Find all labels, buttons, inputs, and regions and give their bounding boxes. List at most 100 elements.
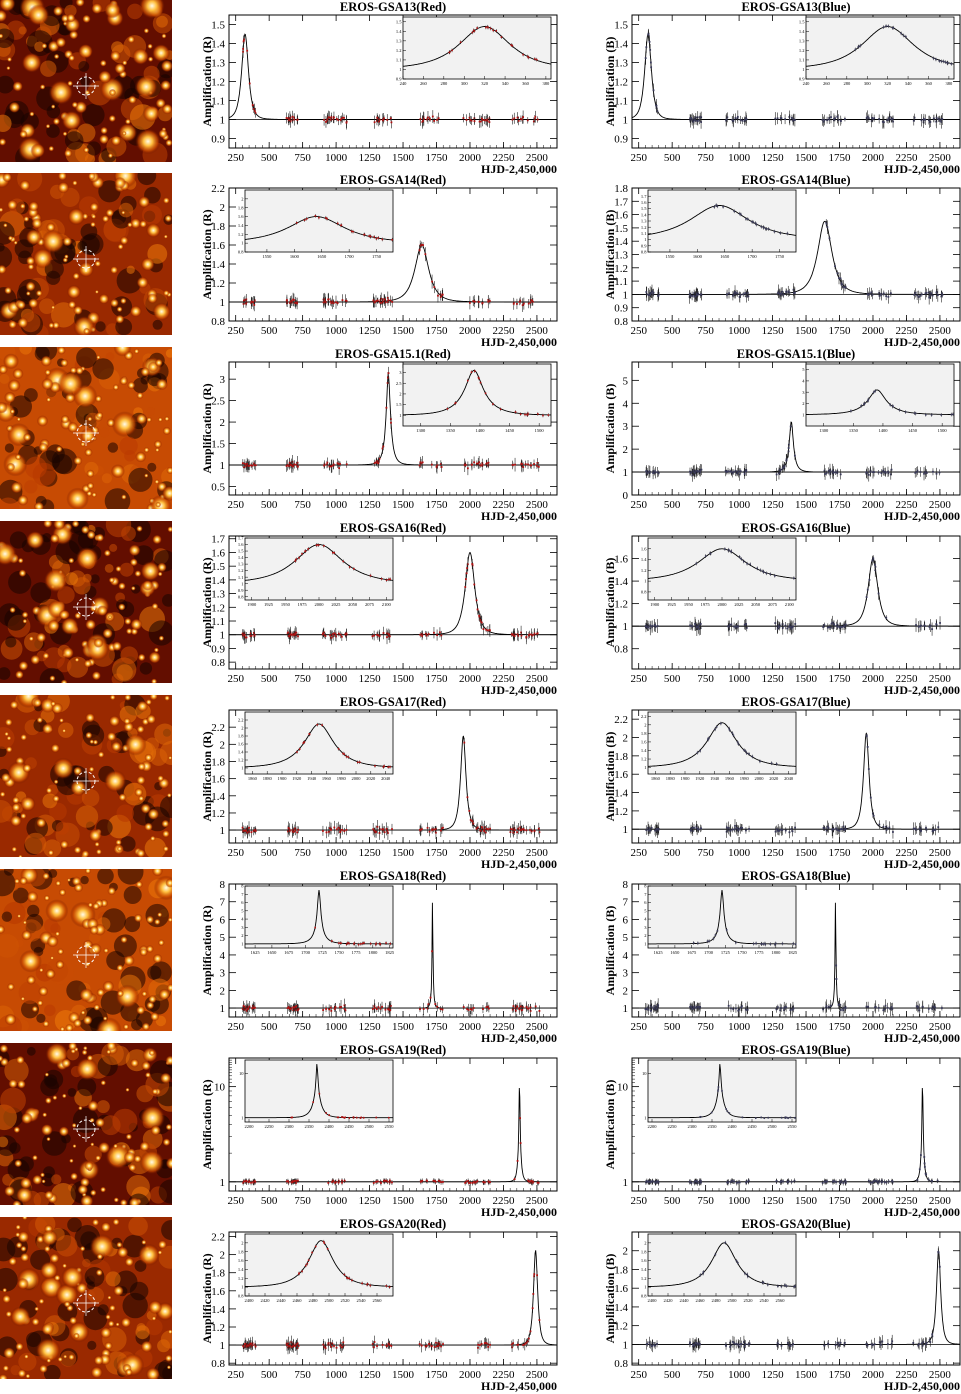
inset-y-tick-label: 2.5 xyxy=(396,381,402,386)
y-tick-label: 2.2 xyxy=(211,183,225,195)
x-tick-label: 1250 xyxy=(359,1021,382,1033)
inset-x-tick-label: 2500 xyxy=(325,1298,335,1303)
x-tick-label: 1500 xyxy=(392,1021,415,1033)
y-axis-label: Amplification (R) xyxy=(200,731,214,821)
x-tick-label: 750 xyxy=(294,1021,311,1033)
light-curve-panel: EROS-GSA17(Red) Amplification (R) HJD-2,45… xyxy=(200,695,558,871)
x-tick-label: 1250 xyxy=(359,1195,382,1207)
data-points xyxy=(242,34,539,130)
y-tick-label: 3 xyxy=(623,421,629,433)
x-tick-label: 1250 xyxy=(762,673,785,685)
x-tick-label: 1250 xyxy=(359,325,382,337)
x-tick-label: 750 xyxy=(294,1369,311,1381)
inset-y-tick-label: 1 xyxy=(241,766,243,771)
y-tick-label: 1.5 xyxy=(211,20,225,32)
inset-panel: 2200 2250 2300 2350 2400 2450 2500 2550 1 10 xyxy=(239,1059,395,1129)
x-tick-label: 2000 xyxy=(459,1021,482,1033)
panel-title: EROS-GSA14(Blue) xyxy=(741,173,850,187)
y-tick-label: 1.6 xyxy=(614,554,628,566)
inset-x-tick-label: 2540 xyxy=(760,1298,770,1303)
y-axis-label: Amplification (R) xyxy=(200,905,214,995)
inset-y-tick-label: 1.5 xyxy=(238,549,244,554)
x-tick-label: 750 xyxy=(294,673,311,685)
inset-x-tick-label: 1650 xyxy=(267,950,277,955)
inset-y-tick-label: 2 xyxy=(644,722,646,727)
inset-x-tick-label: 1550 xyxy=(262,254,272,259)
inset-x-tick-label: 1700 xyxy=(345,254,355,259)
y-tick-label: 1.4 xyxy=(211,1304,225,1316)
inset-x-tick-label: 2460 xyxy=(293,1298,303,1303)
inset-x-tick-label: 2440 xyxy=(277,1298,287,1303)
x-tick-label: 2250 xyxy=(895,152,918,164)
y-tick-label: 4 xyxy=(623,950,629,962)
inset-x-tick-label: 240 xyxy=(803,81,811,86)
x-tick-label: 1500 xyxy=(392,499,415,511)
inset-x-tick-label: 380 xyxy=(946,81,954,86)
x-tick-label: 2250 xyxy=(492,499,515,511)
inset-y-tick-label: 1.5 xyxy=(641,206,647,211)
x-tick-label: 500 xyxy=(664,847,681,859)
y-tick-label: 1.2 xyxy=(614,806,628,818)
x-tick-label: 1750 xyxy=(426,325,449,337)
inset-y-tick-label: 1 xyxy=(241,241,243,246)
x-tick-label: 250 xyxy=(630,1369,647,1381)
x-tick-label: 2000 xyxy=(459,1369,482,1381)
y-axis-label: Amplification (B) xyxy=(603,37,617,127)
inset-y-tick-label: 1.8 xyxy=(238,205,244,210)
x-tick-label: 1500 xyxy=(795,847,818,859)
inset-x-tick-label: 1600 xyxy=(693,254,703,259)
y-tick-label: 1 xyxy=(623,289,629,301)
inset-y-tick-label: 1.1 xyxy=(641,231,647,236)
inset-y-tick-label: 2.2 xyxy=(641,714,647,719)
inset-y-tick-label: 1 xyxy=(644,941,646,946)
inset-model-curve xyxy=(403,369,551,416)
x-tick-label: 2500 xyxy=(929,1021,952,1033)
inset-x-tick-label: 2560 xyxy=(776,1298,786,1303)
panel-title: EROS-GSA18(Red) xyxy=(340,869,446,883)
inset-x-tick-label: 2500 xyxy=(728,1298,738,1303)
y-tick-label: 1.8 xyxy=(211,221,225,233)
inset-x-tick-label: 260 xyxy=(823,81,831,86)
inset-y-tick-label: 1 xyxy=(644,237,646,242)
inset-x-tick-label: 1450 xyxy=(908,428,918,433)
inset-y-tick-label: 1 xyxy=(644,1285,646,1290)
y-tick-label: 2.2 xyxy=(614,714,628,726)
panel-title: EROS-GSA17(Blue) xyxy=(741,695,850,709)
inset-x-tick-label: 1960 xyxy=(322,776,332,781)
x-tick-label: 1750 xyxy=(829,499,852,511)
data-points xyxy=(241,737,541,840)
x-tick-label: 1750 xyxy=(426,1021,449,1033)
x-tick-label: 500 xyxy=(664,1195,681,1207)
inset-x-tick-label: 2040 xyxy=(784,776,794,781)
inset-y-tick-label: 1.2 xyxy=(238,232,244,237)
inset-y-tick-label: 1.7 xyxy=(641,194,647,199)
inset-x-tick-label: 1920 xyxy=(695,776,705,781)
inset-x-tick-label: 2550 xyxy=(385,1124,395,1129)
inset-y-tick-label: 0.8 xyxy=(641,590,647,595)
x-tick-label: 1000 xyxy=(728,673,751,685)
y-tick-label: 1.4 xyxy=(211,791,225,803)
y-tick-label: 1.2 xyxy=(614,1321,628,1333)
inset-x-tick-label: 1650 xyxy=(670,950,680,955)
y-tick-label: 1.6 xyxy=(614,1283,628,1295)
x-tick-label: 1750 xyxy=(426,847,449,859)
y-tick-label: 0.9 xyxy=(211,643,225,655)
inset-y-tick-label: 6 xyxy=(241,900,244,905)
inset-x-tick-label: 2450 xyxy=(748,1124,758,1129)
y-tick-label: 1 xyxy=(220,460,226,472)
x-tick-label: 750 xyxy=(697,847,714,859)
inset-y-tick-label: 1.2 xyxy=(799,48,805,53)
x-tick-label: 250 xyxy=(227,152,244,164)
inset-y-tick-label: 3 xyxy=(399,370,402,375)
light-curve-panel: EROS-GSA14(Red) Amplification (R) HJD-2,45… xyxy=(200,173,558,349)
x-tick-label: 250 xyxy=(227,499,244,511)
x-axis-label: HJD-2,450,000 xyxy=(481,1379,557,1393)
x-tick-label: 250 xyxy=(227,673,244,685)
x-tick-label: 250 xyxy=(630,1021,647,1033)
y-tick-label: 1.7 xyxy=(614,196,628,208)
y-tick-label: 3 xyxy=(220,968,226,980)
inset-x-tick-label: 1750 xyxy=(775,254,785,259)
y-axis-label: Amplification (B) xyxy=(603,210,617,300)
x-tick-label: 2000 xyxy=(862,1195,885,1207)
y-axis-label: Amplification (B) xyxy=(603,384,617,474)
